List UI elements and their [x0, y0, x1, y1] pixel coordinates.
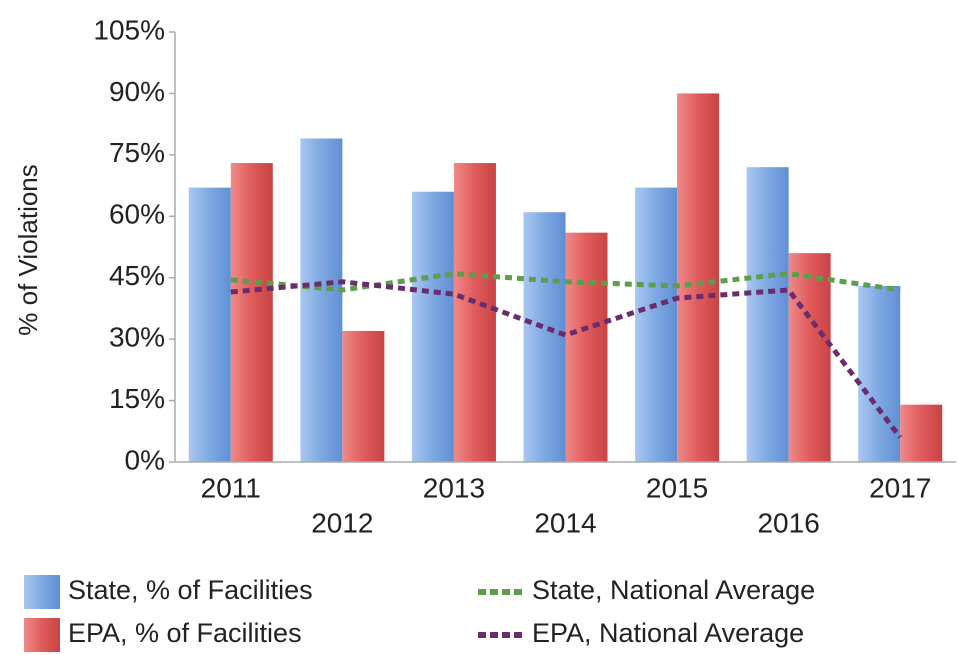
x-tick-label: 2013	[423, 472, 485, 503]
legend-swatch	[24, 618, 60, 652]
bar	[230, 163, 273, 463]
bar	[453, 163, 496, 463]
x-tick-label: 2011	[201, 472, 261, 503]
y-tick-label: 45%	[109, 260, 165, 291]
bar	[188, 187, 231, 462]
bar	[746, 167, 789, 462]
bar	[858, 285, 901, 462]
bar	[300, 138, 343, 462]
bar	[523, 212, 566, 462]
bar	[900, 404, 943, 462]
legend-swatch	[24, 575, 60, 609]
x-tick-label: 2017	[869, 472, 931, 503]
legend-label: State, % of Facilities	[68, 575, 313, 605]
y-tick-label: 0%	[125, 444, 165, 475]
y-tick-label: 105%	[93, 14, 165, 45]
legend-label: EPA, % of Facilities	[68, 618, 302, 648]
bar	[788, 253, 831, 462]
line-series	[230, 271, 901, 293]
y-tick-label: 30%	[109, 322, 165, 353]
legend-label: State, National Average	[532, 575, 815, 605]
x-tick-label: 2014	[534, 507, 596, 538]
line-series	[230, 279, 903, 439]
bar	[342, 330, 385, 462]
x-tick-label: 2015	[646, 472, 708, 503]
y-tick-label: 75%	[109, 137, 165, 168]
y-tick-label: 15%	[109, 383, 165, 414]
bar	[635, 187, 678, 462]
y-tick-label: 60%	[109, 199, 165, 230]
y-tick-label: 90%	[109, 76, 165, 107]
bar	[411, 191, 454, 462]
y-axis-title: % of Violations	[13, 164, 43, 336]
bar	[565, 232, 608, 462]
legend-label: EPA, National Average	[532, 618, 804, 648]
x-tick-label: 2012	[311, 507, 373, 538]
x-tick-label: 2016	[757, 507, 819, 538]
bar	[677, 93, 720, 462]
